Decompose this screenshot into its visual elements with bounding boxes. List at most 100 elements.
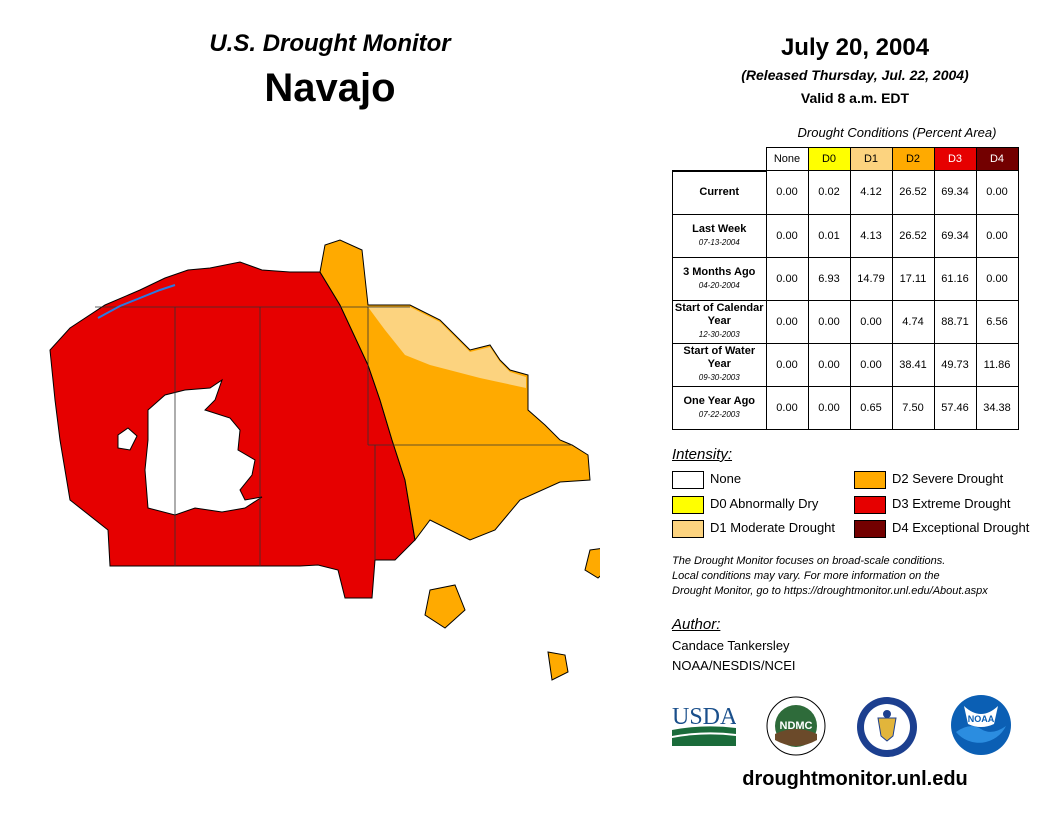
map-date: July 20, 2004	[780, 34, 930, 61]
cell: 6.93	[807, 256, 851, 301]
row-date: 07-22-2003	[698, 409, 740, 419]
usda-logo: USDA	[672, 700, 738, 748]
col-d3: D3	[933, 147, 977, 171]
county-lines	[95, 306, 572, 566]
row-date: 04-20-2004	[698, 280, 740, 290]
usda-logo-text: USDA	[672, 704, 736, 730]
cell: 26.52	[891, 170, 935, 215]
cell: 0.00	[975, 256, 1019, 301]
table-row: Start of Calendar Year 12-30-2003 0.00 0.…	[672, 299, 1019, 344]
commerce-seal	[856, 696, 918, 758]
cell: 0.00	[807, 385, 851, 430]
legend-title: Intensity:	[672, 446, 733, 463]
author-name: Candace Tankersley	[672, 638, 790, 653]
legend-swatch	[672, 520, 704, 538]
ndmc-logo: NDMC	[766, 696, 826, 756]
cell: 0.00	[765, 213, 809, 258]
cell: 4.12	[849, 170, 893, 215]
cell: 0.00	[765, 256, 809, 301]
legend-swatch	[854, 496, 886, 514]
noaa-logo-text: NOAA	[968, 714, 995, 724]
cell: 0.00	[975, 170, 1019, 215]
cell: 11.86	[975, 342, 1019, 387]
row-label: One Year Ago	[683, 394, 756, 407]
col-d2: D2	[891, 147, 935, 171]
cell: 69.34	[933, 213, 977, 258]
row-label: Start of Water Year	[683, 345, 756, 370]
table-row: Current 0.00 0.02 4.12 26.52 69.34 0.00	[672, 170, 1019, 215]
region-name: Navajo	[264, 66, 396, 110]
valid-time: Valid 8 a.m. EDT	[800, 90, 910, 106]
disclaimer-note: The Drought Monitor focuses on broad-sca…	[672, 554, 1047, 599]
note-line-3: Drought Monitor, go to https://droughtmo…	[672, 585, 988, 597]
cell: 4.74	[891, 299, 935, 344]
table-row: Last Week 07-13-2004 0.00 0.01 4.13 26.52…	[672, 213, 1019, 258]
d2-island-3	[547, 651, 569, 681]
row-label: Current	[699, 186, 740, 198]
cell: 7.50	[891, 385, 935, 430]
cell: 0.00	[765, 170, 809, 215]
legend-label: D3 Extreme Drought	[892, 496, 1011, 511]
cell: 0.00	[807, 342, 851, 387]
cell: 38.41	[891, 342, 935, 387]
drought-table: None D0 D1 D2 D3 D4 Current 0.00 0.02 4.…	[672, 147, 1019, 430]
legend-swatch	[854, 471, 886, 489]
website-url[interactable]: droughtmonitor.unl.edu	[742, 768, 968, 790]
cell: 6.56	[975, 299, 1019, 344]
cell: 0.00	[849, 299, 893, 344]
legend-swatch	[672, 496, 704, 514]
row-date: 12-30-2003	[698, 330, 740, 339]
cell: 57.46	[933, 385, 977, 430]
cell: 0.00	[849, 342, 893, 387]
author-title: Author:	[672, 616, 721, 633]
cell: 0.02	[807, 170, 851, 215]
legend-label: D0 Abnormally Dry	[710, 496, 819, 511]
cell: 49.73	[933, 342, 977, 387]
table-row: 3 Months Ago 04-20-2004 0.00 6.93 14.79 1…	[672, 256, 1019, 301]
ndmc-logo-text: NDMC	[780, 720, 813, 732]
table-corner	[672, 147, 767, 172]
cell: 0.00	[765, 385, 809, 430]
cell: 34.38	[975, 385, 1019, 430]
cell: 17.11	[891, 256, 935, 301]
none-region	[144, 378, 263, 516]
table-row: Start of Water Year 09-30-2003 0.00 0.00 …	[672, 342, 1019, 387]
legend-label: D2 Severe Drought	[892, 471, 1004, 486]
note-line-1: The Drought Monitor focuses on broad-sca…	[672, 555, 946, 567]
d1-region	[368, 307, 526, 388]
release-date: (Released Thursday, Jul. 22, 2004)	[741, 67, 969, 83]
col-d1: D1	[849, 147, 893, 171]
d2-island-2	[424, 584, 466, 629]
noaa-logo: NOAA	[950, 694, 1012, 756]
row-label: Start of Calendar Year	[674, 302, 764, 327]
cell: 61.16	[933, 256, 977, 301]
cell: 69.34	[933, 170, 977, 215]
table-title: Drought Conditions (Percent Area)	[797, 125, 997, 140]
legend-swatch	[672, 471, 704, 489]
d2-island-1	[584, 548, 600, 579]
row-date: 07-13-2004	[698, 237, 740, 247]
cell: 0.01	[807, 213, 851, 258]
cell: 88.71	[933, 299, 977, 344]
drought-map	[49, 239, 600, 681]
cell: 4.13	[849, 213, 893, 258]
cell: 0.00	[807, 299, 851, 344]
none-region-small	[117, 427, 138, 451]
cell: 0.00	[975, 213, 1019, 258]
author-org: NOAA/NESDIS/NCEI	[672, 658, 796, 673]
cell: 0.00	[765, 299, 809, 344]
legend-label: D1 Moderate Drought	[710, 520, 836, 535]
col-d4: D4	[975, 147, 1019, 171]
cell: 0.00	[765, 342, 809, 387]
table-row: One Year Ago 07-22-2003 0.00 0.00 0.65 7.…	[672, 385, 1019, 430]
cell: 14.79	[849, 256, 893, 301]
row-label: 3 Months Ago	[683, 265, 756, 278]
map-title: U.S. Drought Monitor	[209, 30, 451, 57]
legend-label: None	[710, 471, 742, 486]
cell: 0.65	[849, 385, 893, 430]
legend-label: D4 Exceptional Drought	[892, 520, 1030, 535]
col-d0: D0	[807, 147, 851, 171]
legend-swatch	[854, 520, 886, 538]
river	[97, 284, 176, 319]
row-date: 09-30-2003	[698, 373, 740, 382]
